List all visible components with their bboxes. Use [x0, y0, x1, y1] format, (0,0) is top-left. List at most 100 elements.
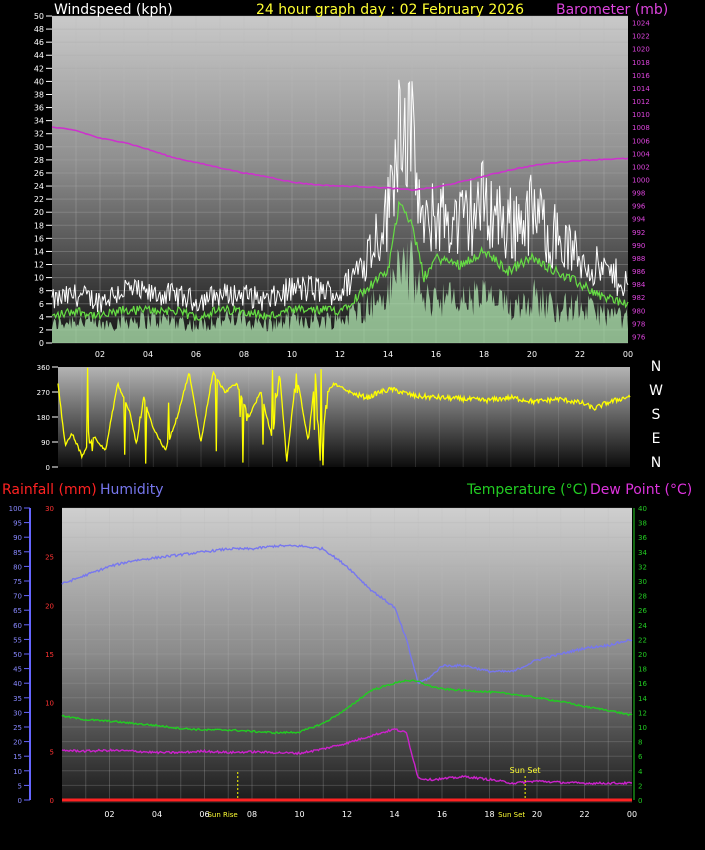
wind-x-tick-label: 08	[239, 350, 249, 359]
humidity-y-tick-label: 50	[13, 651, 22, 659]
temp-x-tick-label: 16	[437, 810, 447, 819]
humidity-y-tick-label: 10	[13, 768, 22, 776]
humidity-y-tick-label: 55	[13, 636, 22, 644]
wind-axis-label: Windspeed (kph)	[54, 2, 173, 18]
humidity-line	[61, 544, 633, 685]
barometer-y-tick-label: 1000	[632, 177, 650, 185]
temperature-y-tick-label: 34	[638, 549, 647, 557]
barometer-y-tick-label: 992	[632, 229, 645, 237]
windspeed-line	[51, 79, 629, 313]
humidity-y-ticks: 0 5 10 15 20 25 30 35 40 45 50 55 60 65 70 75 80 85 90 95 10…	[9, 505, 31, 805]
rainfall-y-tick-label: 15	[45, 651, 54, 659]
dewpoint-line	[61, 728, 633, 786]
wind-y-tick-label: 2	[39, 326, 44, 335]
barometer-y-tick-label: 986	[632, 268, 646, 276]
sun-set-label-axis: Sun Set	[498, 811, 525, 819]
barometer-y-tick-label: 1020	[632, 46, 650, 54]
sun-rise-label: Sun Rise	[207, 811, 237, 819]
barometer-axis-label: Barometer (mb)	[556, 2, 668, 18]
temp-panel: Rainfall (mm) Humidity Temperature (°C) …	[2, 482, 692, 819]
temperature-y-tick-label: 2	[638, 782, 642, 790]
temperature-y-tick-label: 26	[638, 607, 647, 615]
temperature-y-tick-label: 20	[638, 651, 647, 659]
direction-y-tick-label: 360	[37, 364, 50, 372]
barometer-y-tick-label: 998	[632, 190, 645, 198]
rainfall-y-tick-label: 20	[45, 602, 54, 610]
chart-title: 24 hour graph day : 02 February 2026	[256, 2, 524, 18]
barometer-y-tick-label: 1002	[632, 163, 650, 171]
temperature-y-tick-label: 14	[638, 695, 647, 703]
temperature-y-tick-label: 12	[638, 709, 647, 717]
compass-label: S	[652, 407, 661, 423]
wind-y-tick-label: 34	[34, 117, 44, 126]
wind-panel: 0246810121416182022242628303234363840424…	[34, 2, 668, 359]
temperature-axis-label: Temperature (°C)	[466, 482, 588, 498]
temperature-y-tick-label: 24	[638, 622, 647, 630]
wind-y-tick-label: 24	[34, 182, 44, 191]
temp-x-tick-label: 10	[294, 810, 304, 819]
humidity-y-tick-label: 35	[13, 695, 22, 703]
direction-series	[57, 367, 631, 466]
temperature-y-tick-label: 38	[638, 520, 647, 528]
temp-x-tick-label: 22	[579, 810, 589, 819]
barometer-y-tick-label: 1012	[632, 98, 650, 106]
barometer-y-tick-label: 984	[632, 281, 646, 289]
temp-grid	[62, 507, 632, 801]
wind-gust-band	[52, 239, 628, 343]
temp-x-tick-label: 14	[389, 810, 399, 819]
humidity-y-tick-label: 0	[18, 797, 22, 805]
barometer-y-tick-label: 978	[632, 320, 645, 328]
temperature-y-tick-label: 4	[638, 768, 643, 776]
direction-y-tick-label: 180	[37, 414, 50, 422]
temp-x-tick-label: 20	[532, 810, 542, 819]
wind-x-tick-label: 02	[95, 350, 105, 359]
wind-y-tick-label: 8	[39, 287, 44, 296]
wind-y-tick-label: 18	[34, 221, 44, 230]
wind-y-tick-label: 20	[34, 208, 44, 217]
wind-y-tick-label: 10	[34, 274, 44, 283]
rainfall-y-tick-label: 10	[45, 700, 54, 708]
direction-y-ticks: 0 90 180 270 360	[37, 364, 58, 472]
wind-y-tick-label: 46	[34, 38, 44, 47]
barometer-y-tick-label: 1024	[632, 20, 650, 28]
temperature-y-tick-label: 32	[638, 563, 647, 571]
wind-x-tick-label: 10	[287, 350, 297, 359]
temperature-y-tick-label: 10	[638, 724, 647, 732]
wind-y-ticks: 0246810121416182022242628303234363840424…	[34, 12, 52, 348]
temp-x-tick-label: 18	[484, 810, 494, 819]
temperature-y-tick-label: 36	[638, 534, 647, 542]
wind-y-tick-label: 48	[34, 25, 44, 34]
temperature-y-tick-label: 40	[638, 505, 647, 513]
direction-y-tick-label: 0	[46, 464, 50, 472]
wind-y-tick-label: 28	[34, 156, 44, 165]
wind-x-tick-label: 16	[431, 350, 441, 359]
wind-x-tick-label: 06	[191, 350, 201, 359]
humidity-y-tick-label: 20	[13, 739, 22, 747]
humidity-y-tick-label: 70	[13, 593, 22, 601]
wind-x-tick-label: 18	[479, 350, 489, 359]
barometer-y-tick-label: 996	[632, 203, 646, 211]
barometer-y-tick-label: 990	[632, 242, 645, 250]
temperature-y-tick-label: 22	[638, 636, 647, 644]
wind-y-tick-label: 12	[34, 261, 44, 270]
direction-plot-background	[58, 367, 630, 467]
temperature-y-tick-label: 18	[638, 666, 647, 674]
wind-x-tick-label: 04	[143, 350, 153, 359]
temp-series	[61, 544, 633, 802]
wind-y-tick-label: 0	[39, 339, 44, 348]
wind-y-tick-label: 38	[34, 90, 44, 99]
barometer-line	[51, 126, 629, 192]
wind-x-tick-label: 12	[335, 350, 345, 359]
wind-y-tick-label: 14	[34, 247, 44, 256]
humidity-y-tick-label: 80	[13, 563, 22, 571]
direction-y-tick-label: 270	[37, 389, 50, 397]
temp-x-tick-label: 08	[247, 810, 257, 819]
compass-label: N	[651, 455, 661, 471]
barometer-y-tick-label: 1014	[632, 85, 650, 93]
barometer-y-tick-label: 982	[632, 294, 645, 302]
humidity-y-tick-label: 85	[13, 549, 22, 557]
wind-y-tick-label: 6	[39, 300, 44, 309]
barometer-y-tick-label: 976	[632, 333, 646, 341]
